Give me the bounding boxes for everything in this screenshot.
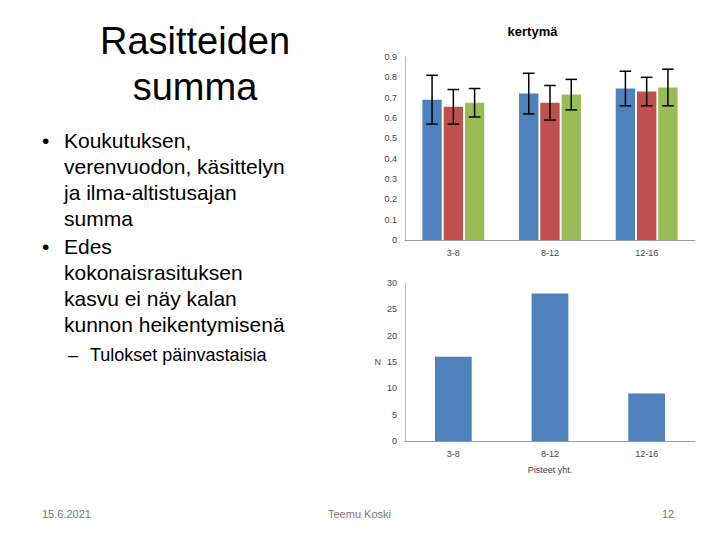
- svg-text:12-16: 12-16: [635, 248, 658, 258]
- svg-text:8-12: 8-12: [541, 449, 559, 459]
- html-text:Edes kokonaisrasituksen kasvu: Edes kokonaisrasituksen kasvu ei näy kal…: [64, 235, 285, 336]
- svg-text:0.8: 0.8: [384, 72, 397, 82]
- html-text:Teemu Koski: Teemu Koski: [328, 508, 391, 520]
- html-text:Koukutuksen, verenvuodon, käsi: Koukutuksen, verenvuodon, käsittelyn ja …: [64, 129, 285, 230]
- svg-text:0.9: 0.9: [384, 52, 397, 62]
- svg-text:Pisteet yht.: Pisteet yht.: [528, 465, 573, 475]
- svg-text:12-16: 12-16: [635, 449, 658, 459]
- svg-text:0.7: 0.7: [384, 93, 397, 103]
- svg-text:0.2: 0.2: [384, 194, 397, 204]
- svg-text:0: 0: [392, 235, 397, 245]
- svg-text:5: 5: [392, 410, 397, 420]
- svg-text:10: 10: [387, 383, 397, 393]
- svg-text:N: N: [375, 357, 382, 367]
- svg-text:0.6: 0.6: [384, 113, 397, 123]
- svg-text:0: 0: [392, 436, 397, 446]
- html-text:12: 12: [662, 508, 675, 520]
- svg-text:0.4: 0.4: [384, 154, 397, 164]
- svg-text:3-8: 3-8: [447, 449, 460, 459]
- svg-text:3-8: 3-8: [447, 248, 460, 258]
- svg-text:0.5: 0.5: [384, 133, 397, 143]
- svg-text:20: 20: [387, 331, 397, 341]
- svg-text:15: 15: [387, 357, 397, 367]
- svg-text:0.1: 0.1: [384, 215, 397, 225]
- svg-text:25: 25: [387, 304, 397, 314]
- html-text:Tulokset päinvastaisia: Tulokset päinvastaisia: [90, 345, 267, 365]
- html-text:Rasitteiden summa: Rasitteiden summa: [99, 20, 291, 108]
- html-text:15.6.2021: 15.6.2021: [42, 508, 91, 520]
- svg-text:30: 30: [387, 278, 397, 288]
- svg-text:0.3: 0.3: [384, 174, 397, 184]
- svg-text:8-12: 8-12: [541, 248, 559, 258]
- svg-text:kertymä: kertymä: [508, 24, 559, 39]
